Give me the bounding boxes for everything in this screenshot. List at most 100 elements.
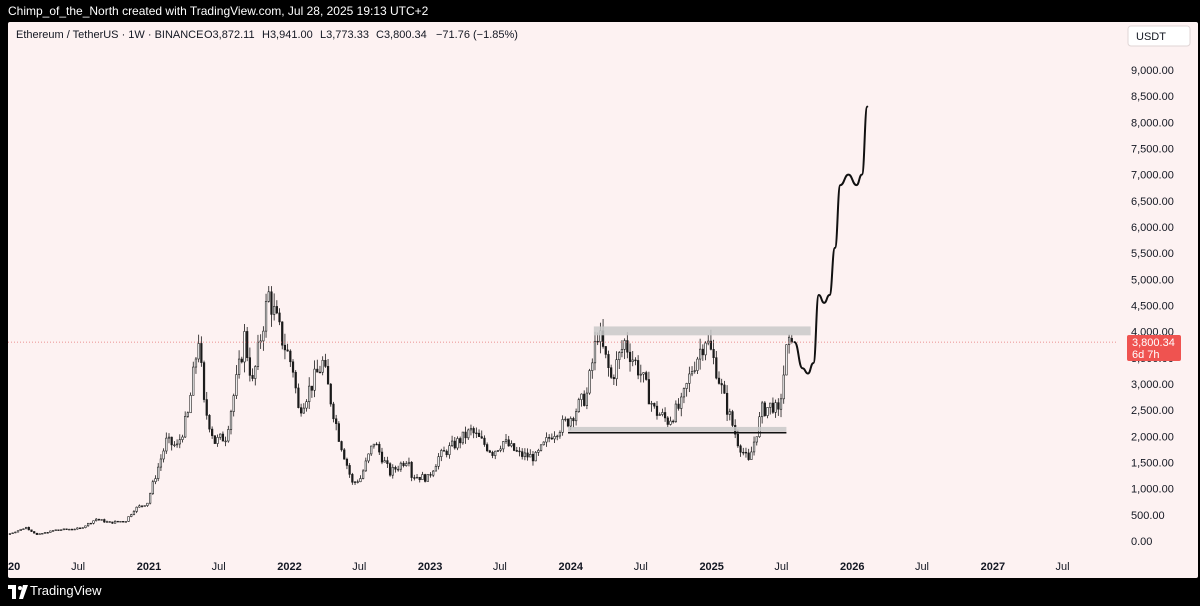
candle-up [696, 358, 699, 371]
legend-close: C3,800.34 [376, 29, 427, 41]
candle-down [283, 344, 287, 351]
candle-up [534, 452, 537, 462]
candle-up [359, 478, 362, 483]
candle-down [46, 532, 49, 534]
tradingview-logo-icon [8, 585, 28, 599]
candle-down [251, 375, 254, 379]
candle-up [124, 521, 127, 523]
candle-up [650, 403, 653, 405]
currency-button[interactable]: USDT [1127, 25, 1191, 47]
candle-up [130, 514, 133, 517]
candle-down [709, 340, 713, 350]
candle-down [30, 529, 33, 532]
candle-up [54, 529, 57, 531]
candle-up [302, 407, 305, 414]
candle-down [310, 385, 313, 391]
candle-up [620, 349, 624, 353]
candle-up [11, 532, 14, 534]
candle-down [275, 306, 278, 314]
candle-up [502, 441, 505, 450]
candle-down [351, 474, 354, 483]
candle-down [240, 358, 243, 363]
candle-down [723, 384, 726, 394]
projection-path[interactable] [793, 105, 869, 375]
candle-down [281, 321, 284, 346]
candle-up [308, 385, 311, 403]
candle-down [480, 436, 483, 439]
time-tick-label: Jul [352, 561, 366, 573]
candle-up [194, 358, 198, 368]
legend-symbol: Ethereum / TetherUS · 1W · BINANCE [16, 29, 203, 41]
candle-up [364, 460, 367, 472]
candle-up [682, 388, 686, 398]
candle-up [362, 470, 365, 479]
candle-down [763, 402, 766, 416]
candle-up [728, 411, 731, 415]
candle-up [588, 370, 591, 394]
candle-up [105, 521, 109, 523]
last-price-tag: 3,800.34 6d 7h [1127, 335, 1181, 361]
resistance-zone[interactable] [593, 326, 811, 336]
candle-up [510, 443, 513, 447]
price-tick-label: 0.00 [1131, 536, 1152, 548]
candle-up [232, 395, 235, 412]
candle-down [375, 443, 378, 446]
candle-up [14, 531, 17, 534]
price-tick-label: 5,000.00 [1131, 274, 1174, 286]
candle-up [224, 440, 227, 443]
candle-up [51, 530, 55, 532]
candle-down [725, 392, 729, 415]
candle-up [113, 520, 117, 524]
candle-down [429, 474, 432, 476]
resistance-zone[interactable] [568, 426, 787, 432]
candle-up [577, 399, 580, 412]
candle-down [299, 407, 303, 414]
price-axis[interactable]: 0.00 500.00 1,000.00 1,500.00 2,000.00 2,500.… [1131, 65, 1174, 548]
time-tick-label: Jul [774, 561, 788, 573]
candle-down [672, 420, 675, 423]
candle-up [758, 416, 761, 438]
candle-down [286, 349, 289, 352]
candle-down [35, 532, 38, 535]
footer-brand: TradingView [30, 583, 102, 598]
candle-up [184, 416, 187, 438]
candle-up [167, 436, 171, 439]
candle-down [491, 451, 494, 456]
candle-up [494, 450, 497, 456]
candle-down [645, 372, 648, 380]
candle-up [237, 358, 241, 375]
candle-down [140, 505, 144, 507]
currency-label: USDT [1136, 31, 1166, 43]
candle-down [33, 531, 36, 534]
candle-up [19, 528, 22, 531]
candle-up [785, 344, 788, 376]
time-tick-label: Jul [493, 561, 507, 573]
candle-up [415, 476, 419, 479]
candle-up [437, 456, 440, 467]
legend-open: O3,872.11 [204, 29, 255, 41]
time-axis[interactable]: 2020 Jul 2021 Jul 2022 Jul 2023 Jul 2024 Jul 2025 J… [8, 561, 1070, 573]
candle-down [340, 441, 343, 451]
candle-up [372, 443, 376, 447]
candle-up [267, 291, 270, 302]
candle-up [499, 448, 502, 451]
candle-up [186, 412, 189, 417]
time-tick-label: 2024 [558, 561, 583, 573]
candle-up [49, 530, 52, 533]
price-tick-label: 8,000.00 [1131, 117, 1174, 129]
price-tick-label: 500.00 [1131, 510, 1165, 522]
price-chart[interactable]: 0.00 500.00 1,000.00 1,500.00 2,000.00 2,500.… [8, 22, 1198, 578]
candle-down [720, 383, 723, 386]
candle-down [289, 350, 292, 363]
candle-up [661, 412, 664, 415]
candle-down [57, 529, 60, 531]
candle-down [626, 340, 629, 353]
candle-up [469, 428, 473, 431]
candle-down [394, 467, 397, 470]
footer-bar: TradingView [0, 578, 1200, 606]
price-tick-label: 8,500.00 [1131, 91, 1174, 103]
candle-up [591, 362, 594, 371]
candle-down [596, 340, 599, 343]
candle-up [353, 481, 357, 484]
chart-area[interactable]: 0.00 500.00 1,000.00 1,500.00 2,000.00 2,500.… [8, 22, 1198, 578]
